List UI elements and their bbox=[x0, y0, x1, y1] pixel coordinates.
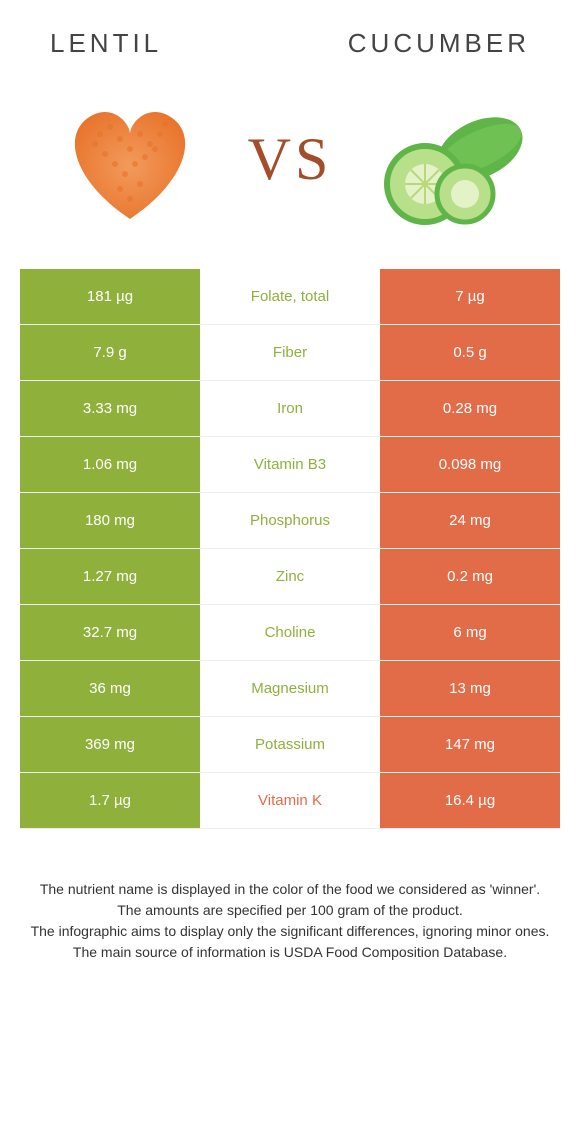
footnote-line: The infographic aims to display only the… bbox=[30, 921, 550, 942]
table-row: 1.7 µgVitamin K16.4 µg bbox=[20, 773, 560, 829]
table-row: 3.33 mgIron0.28 mg bbox=[20, 381, 560, 437]
nutrient-left-value: 181 µg bbox=[20, 269, 200, 324]
nutrient-right-value: 13 mg bbox=[380, 661, 560, 716]
nutrient-right-value: 0.28 mg bbox=[380, 381, 560, 436]
table-row: 181 µgFolate, total7 µg bbox=[20, 269, 560, 325]
nutrient-label: Potassium bbox=[200, 717, 380, 772]
nutrient-label: Magnesium bbox=[200, 661, 380, 716]
nutrient-right-value: 147 mg bbox=[380, 717, 560, 772]
nutrient-left-value: 1.7 µg bbox=[20, 773, 200, 828]
food-right-title: CUCUMBER bbox=[348, 28, 530, 59]
table-row: 7.9 gFiber0.5 g bbox=[20, 325, 560, 381]
table-row: 1.27 mgZinc0.2 mg bbox=[20, 549, 560, 605]
nutrient-left-value: 180 mg bbox=[20, 493, 200, 548]
nutrient-label: Zinc bbox=[200, 549, 380, 604]
titles-row: LENTIL CUCUMBER bbox=[0, 0, 580, 69]
nutrient-label: Vitamin K bbox=[200, 773, 380, 828]
nutrient-left-value: 32.7 mg bbox=[20, 605, 200, 660]
nutrient-right-value: 0.2 mg bbox=[380, 549, 560, 604]
nutrient-label: Iron bbox=[200, 381, 380, 436]
nutrient-right-value: 0.5 g bbox=[380, 325, 560, 380]
vs-label: VS bbox=[248, 125, 333, 194]
nutrient-left-value: 369 mg bbox=[20, 717, 200, 772]
nutrient-left-value: 36 mg bbox=[20, 661, 200, 716]
table-row: 369 mgPotassium147 mg bbox=[20, 717, 560, 773]
nutrient-right-value: 6 mg bbox=[380, 605, 560, 660]
lentil-image bbox=[50, 79, 210, 239]
nutrient-table: 181 µgFolate, total7 µg7.9 gFiber0.5 g3.… bbox=[20, 269, 560, 829]
food-left-title: LENTIL bbox=[50, 28, 162, 59]
images-row: VS bbox=[0, 69, 580, 269]
nutrient-left-value: 1.06 mg bbox=[20, 437, 200, 492]
footnote-line: The nutrient name is displayed in the co… bbox=[30, 879, 550, 900]
table-row: 32.7 mgCholine6 mg bbox=[20, 605, 560, 661]
nutrient-right-value: 16.4 µg bbox=[380, 773, 560, 828]
cucumber-image bbox=[370, 79, 530, 239]
nutrient-label: Folate, total bbox=[200, 269, 380, 324]
footnote-line: The amounts are specified per 100 gram o… bbox=[30, 900, 550, 921]
nutrient-label: Phosphorus bbox=[200, 493, 380, 548]
nutrient-label: Vitamin B3 bbox=[200, 437, 380, 492]
nutrient-right-value: 0.098 mg bbox=[380, 437, 560, 492]
nutrient-label: Fiber bbox=[200, 325, 380, 380]
footnote-line: The main source of information is USDA F… bbox=[30, 942, 550, 963]
table-row: 1.06 mgVitamin B30.098 mg bbox=[20, 437, 560, 493]
nutrient-left-value: 7.9 g bbox=[20, 325, 200, 380]
footnotes: The nutrient name is displayed in the co… bbox=[0, 829, 580, 963]
nutrient-right-value: 24 mg bbox=[380, 493, 560, 548]
nutrient-left-value: 3.33 mg bbox=[20, 381, 200, 436]
table-row: 36 mgMagnesium13 mg bbox=[20, 661, 560, 717]
table-row: 180 mgPhosphorus24 mg bbox=[20, 493, 560, 549]
nutrient-right-value: 7 µg bbox=[380, 269, 560, 324]
nutrient-label: Choline bbox=[200, 605, 380, 660]
infographic-container: LENTIL CUCUMBER bbox=[0, 0, 580, 963]
nutrient-left-value: 1.27 mg bbox=[20, 549, 200, 604]
